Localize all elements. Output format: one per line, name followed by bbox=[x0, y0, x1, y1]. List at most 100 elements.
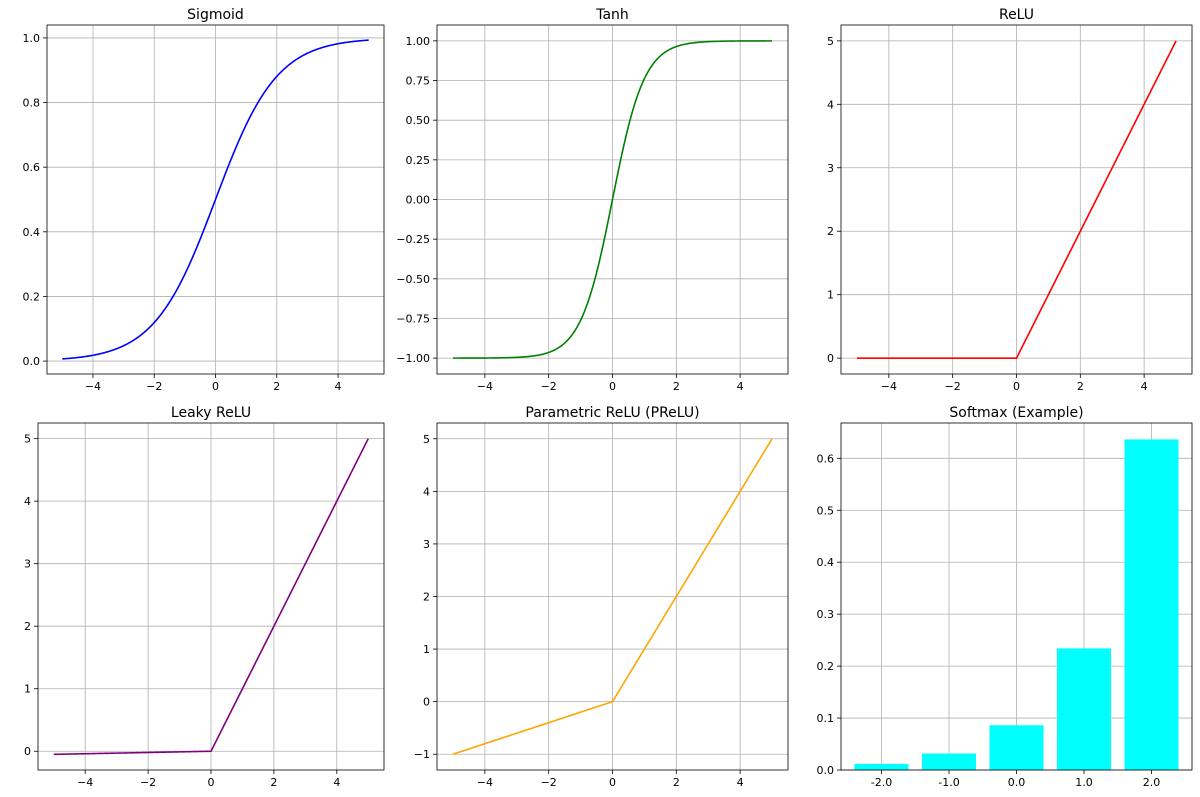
softmax-xtick-label: 2.0 bbox=[1143, 776, 1161, 789]
softmax-ytick-label: 0.6 bbox=[817, 452, 835, 465]
tanh-xtick-label: 4 bbox=[737, 380, 744, 393]
prelu-xtick-label: −4 bbox=[477, 776, 493, 789]
leaky-relu-ytick-label: 0 bbox=[24, 745, 31, 758]
sigmoid-xtick-label: 2 bbox=[273, 380, 280, 393]
tanh-axes-frame bbox=[436, 24, 789, 375]
relu-ytick-label: 2 bbox=[827, 225, 834, 238]
softmax-ytick-label: 0.0 bbox=[817, 764, 835, 777]
leaky-relu-panel: Leaky ReLU −4 −2 0 2 4 0 1 2 3 4 5 bbox=[24, 405, 385, 789]
leaky-relu-ytick-label: 4 bbox=[24, 495, 31, 508]
prelu-title: Parametric ReLU (PReLU) bbox=[525, 405, 699, 421]
leaky-relu-ytick-label: 2 bbox=[24, 620, 31, 633]
sigmoid-ytick-label: 0.4 bbox=[23, 226, 41, 239]
relu-xtick-label: −2 bbox=[945, 380, 961, 393]
relu-ytick-label: 4 bbox=[827, 98, 834, 111]
tanh-title: Tanh bbox=[595, 7, 629, 23]
softmax-ytick-label: 0.5 bbox=[817, 504, 835, 517]
softmax-axes-frame bbox=[840, 422, 1193, 771]
softmax-bar-1.0 bbox=[1057, 648, 1111, 770]
tanh-xtick-label: −2 bbox=[541, 380, 557, 393]
prelu-ytick-label: 4 bbox=[423, 485, 430, 498]
relu-xtick-label: 4 bbox=[1141, 380, 1148, 393]
leaky-relu-xtick-label: −2 bbox=[140, 776, 156, 789]
softmax-panel: Softmax (Example) -2.0 -1.0 0.0 1.0 2.0 0.0 0.1… bbox=[817, 405, 1193, 789]
leaky-relu-xtick-label: 2 bbox=[270, 776, 277, 789]
prelu-xtick-label: 2 bbox=[673, 776, 680, 789]
leaky-relu-curve bbox=[53, 438, 369, 756]
softmax-xtick-label: 0.0 bbox=[1008, 776, 1026, 789]
relu-ytick-label: 0 bbox=[827, 352, 834, 365]
softmax-ytick-label: 0.2 bbox=[817, 660, 835, 673]
sigmoid-xtick-label: 0 bbox=[212, 380, 219, 393]
softmax-xtick-label: -1.0 bbox=[938, 776, 959, 789]
relu-ytick-label: 1 bbox=[827, 289, 834, 302]
prelu-ytick-label: 1 bbox=[423, 643, 430, 656]
softmax-bar--1.0 bbox=[922, 753, 976, 770]
sigmoid-xtick-label: 4 bbox=[335, 380, 342, 393]
sigmoid-ytick-label: 1.0 bbox=[23, 32, 41, 45]
softmax-xtick-label: 1.0 bbox=[1075, 776, 1093, 789]
sigmoid-axes-frame bbox=[46, 24, 385, 375]
tanh-panel: Tanh −4 −2 0 2 4 −1.00 −0.75 −0.50 −0.25 0.00 0.25 0… bbox=[396, 7, 789, 393]
relu-title: ReLU bbox=[999, 7, 1034, 23]
leaky-relu-xtick-label: 0 bbox=[208, 776, 215, 789]
prelu-ytick-label: 2 bbox=[423, 591, 430, 604]
sigmoid-panel: Sigmoid −4 −2 0 2 4 0.0 0.2 0.4 0.6 0.8 1.0 bbox=[23, 7, 385, 393]
relu-ytick-label: 3 bbox=[827, 162, 834, 175]
relu-curve bbox=[856, 40, 1177, 359]
sigmoid-title: Sigmoid bbox=[187, 7, 244, 23]
sigmoid-ytick-label: 0.2 bbox=[23, 290, 41, 303]
tanh-ytick-label: −0.25 bbox=[396, 233, 430, 246]
relu-xtick-label: 2 bbox=[1077, 380, 1084, 393]
prelu-ytick-label: 0 bbox=[423, 696, 430, 709]
prelu-ytick-label: 5 bbox=[423, 433, 430, 446]
sigmoid-curve bbox=[62, 39, 369, 360]
softmax-ytick-label: 0.3 bbox=[817, 608, 835, 621]
prelu-xtick-label: 4 bbox=[737, 776, 744, 789]
relu-panel: ReLU −4 −2 0 2 4 0 1 2 3 4 5 bbox=[827, 7, 1193, 393]
prelu-panel: Parametric ReLU (PReLU) −4 −2 0 2 4 −1 0 1 2 3 4 5 bbox=[414, 405, 789, 789]
prelu-xtick-label: −2 bbox=[541, 776, 557, 789]
leaky-relu-xtick-label: 4 bbox=[333, 776, 340, 789]
leaky-relu-ytick-label: 1 bbox=[24, 683, 31, 696]
tanh-ytick-label: −1.00 bbox=[396, 352, 430, 365]
softmax-bar--2.0 bbox=[854, 763, 909, 770]
softmax-ytick-label: 0.4 bbox=[817, 556, 835, 569]
softmax-xtick-label: -2.0 bbox=[871, 776, 892, 789]
prelu-curve bbox=[452, 438, 773, 755]
tanh-xtick-label: 0 bbox=[609, 380, 616, 393]
leaky-relu-xtick-label: −4 bbox=[77, 776, 93, 789]
tanh-ytick-label: −0.75 bbox=[396, 312, 430, 325]
leaky-relu-title: Leaky ReLU bbox=[171, 405, 251, 421]
tanh-ytick-label: 0.75 bbox=[406, 75, 431, 88]
tanh-ytick-label: 1.00 bbox=[406, 35, 431, 48]
tanh-ytick-label: 0.50 bbox=[406, 114, 431, 127]
softmax-title: Softmax (Example) bbox=[949, 405, 1083, 421]
relu-ytick-label: 5 bbox=[827, 35, 834, 48]
relu-axes-frame bbox=[840, 24, 1193, 375]
leaky-relu-axes-frame bbox=[37, 422, 385, 771]
sigmoid-ytick-label: 0.6 bbox=[23, 161, 41, 174]
prelu-axes-frame bbox=[436, 422, 789, 771]
relu-xtick-label: 0 bbox=[1013, 380, 1020, 393]
sigmoid-ytick-label: 0.0 bbox=[23, 355, 41, 368]
tanh-ytick-label: −0.50 bbox=[396, 273, 430, 286]
prelu-xtick-label: 0 bbox=[609, 776, 616, 789]
tanh-ytick-label: 0.00 bbox=[406, 194, 431, 207]
tanh-xtick-label: 2 bbox=[673, 380, 680, 393]
sigmoid-ytick-label: 0.8 bbox=[23, 97, 41, 110]
leaky-relu-ytick-label: 5 bbox=[24, 433, 31, 446]
sigmoid-xtick-label: −2 bbox=[146, 380, 162, 393]
softmax-bar-0.0 bbox=[989, 725, 1044, 770]
sigmoid-xtick-label: −4 bbox=[85, 380, 101, 393]
tanh-curve bbox=[452, 40, 773, 359]
relu-xtick-label: −4 bbox=[881, 380, 897, 393]
tanh-ytick-label: 0.25 bbox=[406, 154, 431, 167]
tanh-xtick-label: −4 bbox=[477, 380, 493, 393]
leaky-relu-ytick-label: 3 bbox=[24, 558, 31, 571]
softmax-bar-2.0 bbox=[1124, 439, 1179, 770]
softmax-ytick-label: 0.1 bbox=[817, 712, 835, 725]
prelu-ytick-label: −1 bbox=[414, 748, 430, 761]
prelu-ytick-label: 3 bbox=[423, 538, 430, 551]
